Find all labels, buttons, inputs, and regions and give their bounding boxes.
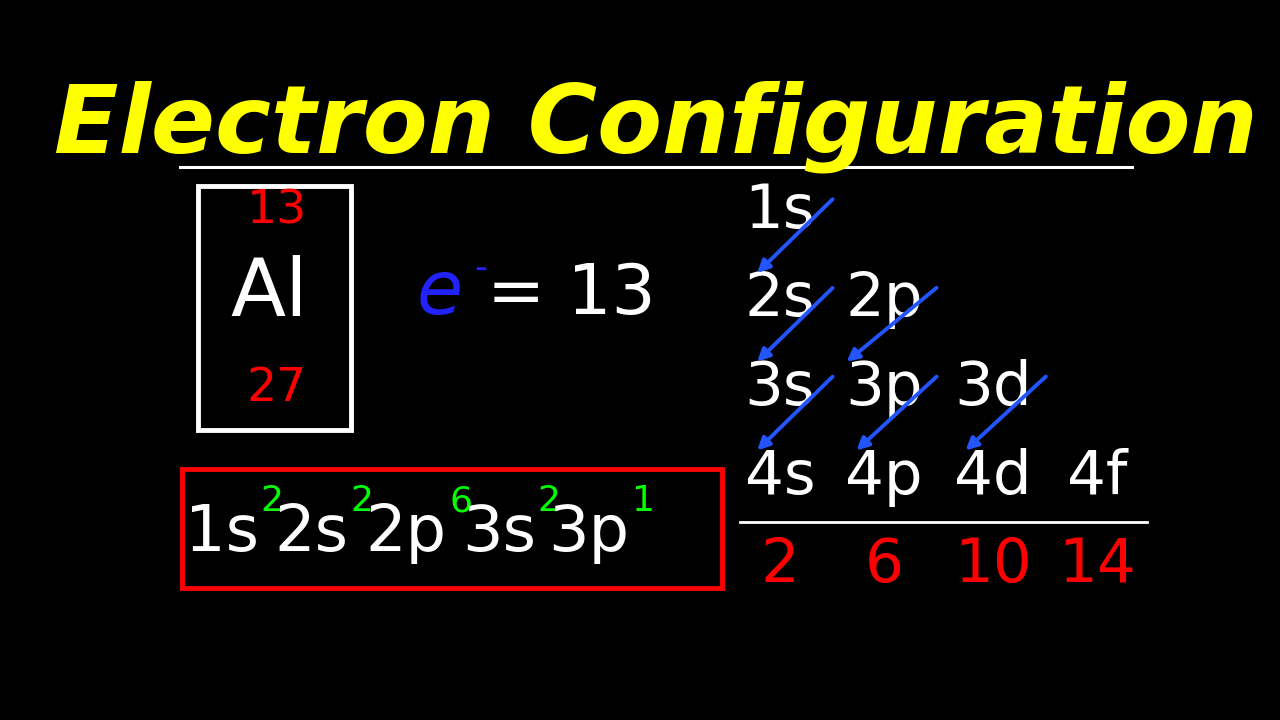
Text: Electron Configuration: Electron Configuration [54,80,1258,173]
Text: 27: 27 [247,366,307,411]
Text: = 13: = 13 [488,261,657,328]
Text: 3p: 3p [548,502,628,564]
Text: 2: 2 [538,484,561,518]
Text: 2s: 2s [275,502,348,564]
Text: 2p: 2p [366,502,447,564]
Text: Al: Al [230,256,308,333]
Text: 3s: 3s [745,359,815,418]
Bar [182,469,722,588]
Text: 13: 13 [247,189,307,233]
Text: 10: 10 [955,536,1032,595]
Text: 1: 1 [631,484,654,518]
Bar [197,186,352,430]
Text: 6: 6 [449,484,472,518]
Text: 14: 14 [1059,536,1137,595]
Text: 4f: 4f [1068,448,1128,507]
Text: 3d: 3d [955,359,1032,418]
Text: e: e [417,256,463,328]
Text: 2: 2 [760,536,800,595]
Text: 4s: 4s [745,448,815,507]
Text: 2p: 2p [845,270,923,329]
Text: 2: 2 [261,484,284,518]
Text: 1s: 1s [186,502,260,564]
Text: 6: 6 [865,536,904,595]
Text: 2s: 2s [745,270,815,329]
Text: 4p: 4p [845,448,923,507]
Text: 2: 2 [349,484,372,518]
Text: 3s: 3s [462,502,536,564]
Text: 1s: 1s [745,181,815,240]
Text: -: - [474,251,486,285]
Text: 3p: 3p [845,359,923,418]
Text: 4d: 4d [955,448,1032,507]
